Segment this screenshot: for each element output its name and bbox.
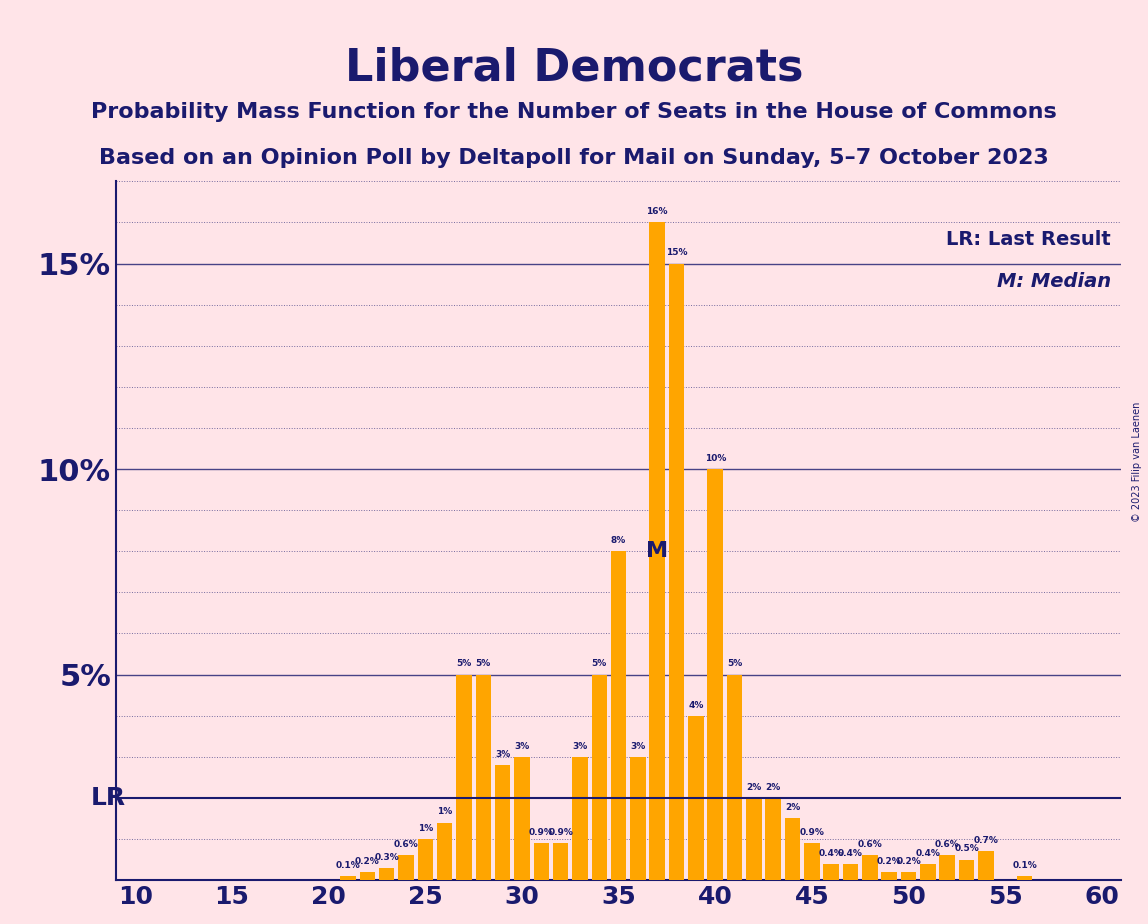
Bar xyxy=(340,876,356,881)
Bar xyxy=(688,716,704,881)
Bar xyxy=(707,469,723,881)
Text: LR: Last Result: LR: Last Result xyxy=(946,230,1111,249)
Bar xyxy=(418,839,433,881)
Text: 5%: 5% xyxy=(727,660,743,668)
Bar xyxy=(359,872,375,881)
Bar xyxy=(572,757,588,881)
Text: 3%: 3% xyxy=(514,742,529,750)
Text: © 2023 Filip van Laenen: © 2023 Filip van Laenen xyxy=(1132,402,1142,522)
Text: 0.4%: 0.4% xyxy=(915,848,940,857)
Bar xyxy=(939,856,955,881)
Text: 0.6%: 0.6% xyxy=(858,840,883,849)
Text: 0.3%: 0.3% xyxy=(374,853,400,862)
Bar xyxy=(630,757,645,881)
Text: 0.9%: 0.9% xyxy=(529,828,553,837)
Text: 5%: 5% xyxy=(456,660,472,668)
Text: 2%: 2% xyxy=(746,783,761,792)
Text: 3%: 3% xyxy=(573,742,588,750)
Text: 0.9%: 0.9% xyxy=(799,828,824,837)
Text: 0.6%: 0.6% xyxy=(394,840,418,849)
Text: M: Median: M: Median xyxy=(996,273,1111,291)
Bar xyxy=(727,675,743,881)
Text: Liberal Democrats: Liberal Democrats xyxy=(344,46,804,90)
Text: 1%: 1% xyxy=(437,808,452,817)
Bar xyxy=(804,843,820,881)
Bar xyxy=(475,675,491,881)
Bar xyxy=(379,868,394,881)
Text: 3%: 3% xyxy=(630,742,645,750)
Bar xyxy=(921,864,936,881)
Bar xyxy=(437,822,452,881)
Text: 0.9%: 0.9% xyxy=(548,828,573,837)
Bar xyxy=(669,263,684,881)
Text: 0.2%: 0.2% xyxy=(877,857,901,866)
Text: 0.2%: 0.2% xyxy=(897,857,921,866)
Text: 0.2%: 0.2% xyxy=(355,857,380,866)
Bar xyxy=(959,859,975,881)
Text: 0.5%: 0.5% xyxy=(954,845,979,854)
Text: 4%: 4% xyxy=(688,700,704,710)
Text: 0.4%: 0.4% xyxy=(819,848,844,857)
Bar xyxy=(1017,876,1032,881)
Text: 0.7%: 0.7% xyxy=(974,836,999,845)
Bar xyxy=(901,872,916,881)
Bar xyxy=(456,675,472,881)
Bar xyxy=(785,819,800,881)
Text: 0.1%: 0.1% xyxy=(1013,861,1037,869)
Text: Based on an Opinion Poll by Deltapoll for Mail on Sunday, 5–7 October 2023: Based on an Opinion Poll by Deltapoll fo… xyxy=(99,148,1049,168)
Bar xyxy=(766,798,781,881)
Bar xyxy=(823,864,839,881)
Text: 5%: 5% xyxy=(591,660,607,668)
Text: 2%: 2% xyxy=(785,803,800,812)
Bar xyxy=(650,223,665,881)
Bar xyxy=(534,843,549,881)
Text: 0.1%: 0.1% xyxy=(335,861,360,869)
Text: Probability Mass Function for the Number of Seats in the House of Commons: Probability Mass Function for the Number… xyxy=(91,102,1057,122)
Bar xyxy=(591,675,607,881)
Bar xyxy=(398,856,413,881)
Bar xyxy=(611,552,627,881)
Bar xyxy=(862,856,877,881)
Text: 15%: 15% xyxy=(666,249,688,258)
Text: 3%: 3% xyxy=(495,750,510,759)
Text: 5%: 5% xyxy=(475,660,491,668)
Text: 1%: 1% xyxy=(418,824,433,833)
Bar xyxy=(843,864,859,881)
Text: 2%: 2% xyxy=(766,783,781,792)
Text: 10%: 10% xyxy=(705,454,726,463)
Bar xyxy=(495,765,511,881)
Text: 0.4%: 0.4% xyxy=(838,848,863,857)
Text: 8%: 8% xyxy=(611,536,626,545)
Bar xyxy=(746,798,761,881)
Bar xyxy=(553,843,568,881)
Text: M: M xyxy=(646,541,668,561)
Text: 0.6%: 0.6% xyxy=(934,840,960,849)
Text: 16%: 16% xyxy=(646,207,668,216)
Bar xyxy=(514,757,529,881)
Bar xyxy=(978,851,994,881)
Text: LR: LR xyxy=(91,786,125,810)
Bar xyxy=(882,872,897,881)
